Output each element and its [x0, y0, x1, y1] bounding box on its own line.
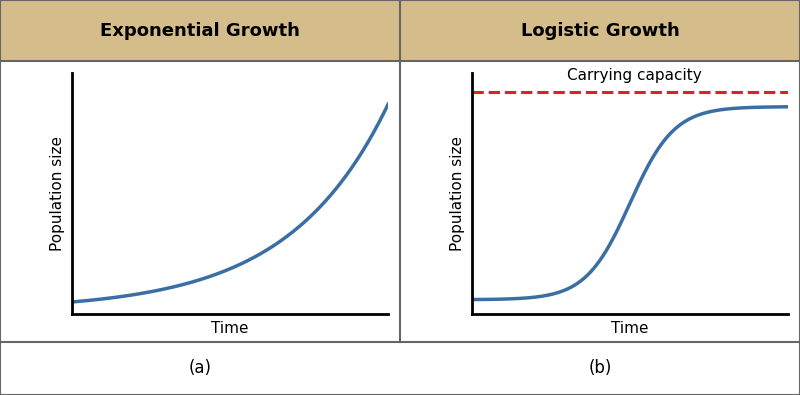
Y-axis label: Population size: Population size	[450, 136, 465, 251]
Y-axis label: Population size: Population size	[50, 136, 65, 251]
Text: (a): (a)	[189, 359, 211, 377]
Text: Carrying capacity: Carrying capacity	[566, 68, 702, 83]
X-axis label: Time: Time	[611, 321, 649, 336]
Text: Logistic Growth: Logistic Growth	[521, 22, 679, 40]
Text: Exponential Growth: Exponential Growth	[100, 22, 300, 40]
X-axis label: Time: Time	[211, 321, 249, 336]
Text: (b): (b)	[588, 359, 612, 377]
